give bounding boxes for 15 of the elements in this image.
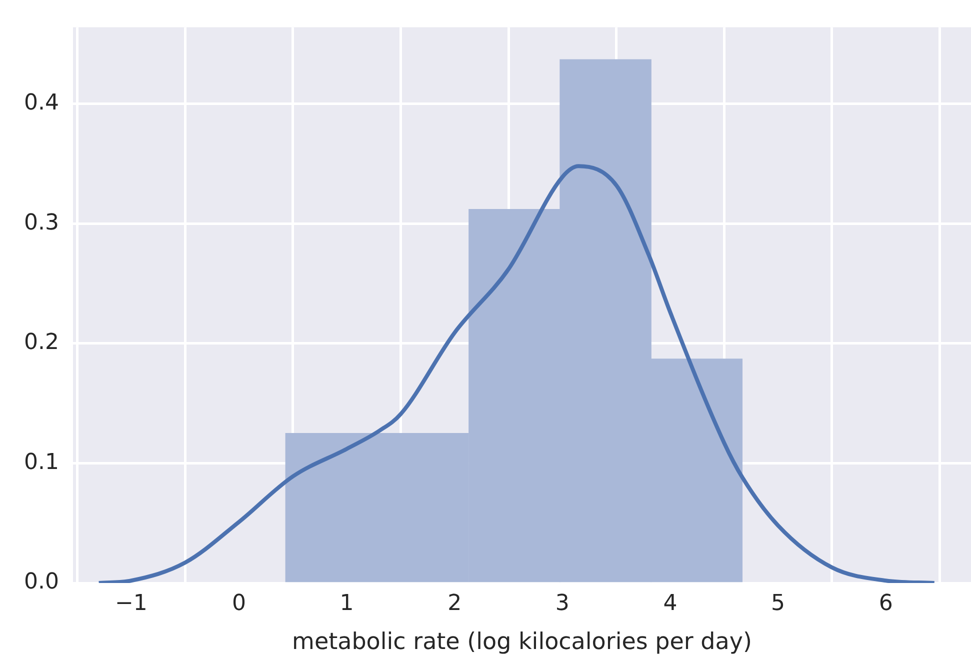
- y-tick-label: 0.3: [24, 210, 59, 236]
- x-tick-label: 3: [555, 590, 570, 616]
- x-tick-label: 2: [448, 590, 462, 616]
- y-tick-label: 0.2: [24, 330, 59, 356]
- x-tick-label: 6: [878, 590, 893, 616]
- line-series: [96, 164, 936, 583]
- y-tick-label: 0.4: [24, 90, 59, 116]
- y-tick-label: 0.1: [24, 450, 59, 475]
- x-tick-label: 1: [340, 590, 354, 616]
- x-tick-label: −1: [114, 590, 148, 616]
- x-tick-label: 4: [663, 590, 678, 616]
- x-tick-label: 0: [232, 590, 246, 616]
- x-tick-label: 5: [771, 590, 786, 616]
- y-tick-label: 0.0: [24, 570, 59, 595]
- x-axis-title: metabolic rate (log kilocalories per day): [292, 629, 752, 656]
